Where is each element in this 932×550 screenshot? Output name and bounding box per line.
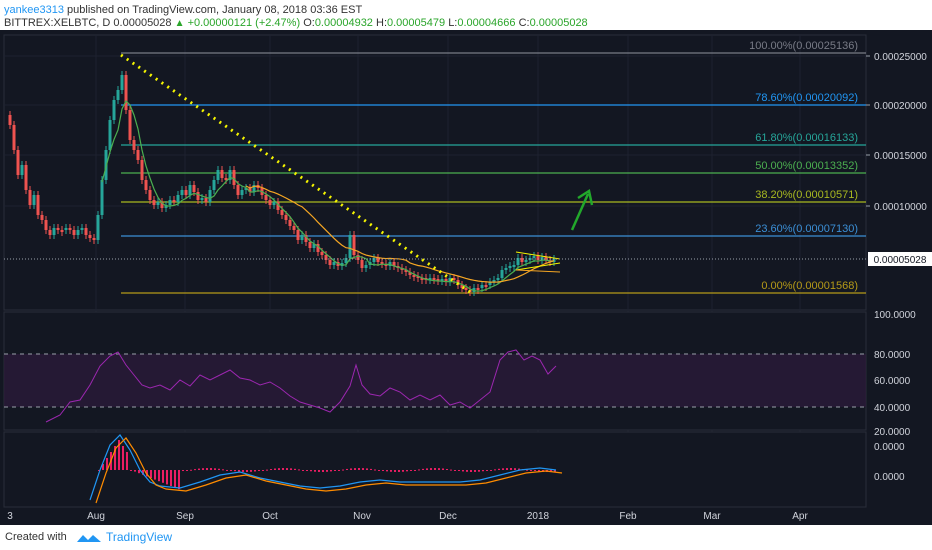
rsi-axis[interactable]: 100.0000 80.0000 60.0000 40.0000 20.0000 [874, 310, 916, 438]
macd-line [89, 434, 557, 501]
time-tick-label: Mar [703, 511, 721, 522]
publish-line: yankee3313 published on TradingView.com,… [4, 3, 362, 17]
close-label: C: [518, 17, 530, 29]
footer: Created with TradingView [0, 525, 932, 550]
symbol-line: BITTREX:XELBTC, D 0.00005028 ▲ +0.000001… [4, 16, 588, 31]
open-value: 0.00004932 [314, 17, 373, 29]
author-name[interactable]: yankee3313 [4, 4, 64, 16]
chart-canvas[interactable]: 100.00%(0.00025136) 78.60%(0.00020092) 61.… [0, 30, 932, 525]
up-arrow-icon[interactable] [570, 188, 594, 231]
price-tick-label: 0.00010000 [874, 202, 927, 213]
open-label: O: [303, 17, 315, 29]
ma-fast-line [101, 99, 555, 292]
created-with-text: Created with [5, 531, 67, 543]
chart-area[interactable]: 100.00%(0.00025136) 78.60%(0.00020092) 61.… [0, 30, 932, 525]
time-tick-label: 3 [7, 511, 13, 522]
symbol-label: BITTREX:XELBTC, D [4, 17, 111, 29]
time-axis[interactable]: 3 Aug Sep Oct Nov Dec 2018 Feb Mar Apr [7, 511, 808, 522]
time-tick-label: Apr [792, 511, 808, 522]
signal-line [95, 437, 563, 504]
macd-tick-label: 0.0000 [874, 472, 905, 483]
time-tick-label: Sep [176, 511, 194, 522]
time-tick-label: Nov [353, 511, 371, 522]
price-tick-label: 0.00015000 [874, 151, 927, 162]
last-price: 0.00005028 [113, 17, 172, 29]
rsi-tick-label: 40.0000 [874, 403, 911, 414]
rsi-tick-label: 20.0000 [874, 427, 911, 438]
current-price-badge: 0.00005028 [868, 252, 932, 266]
time-tick-label: 2018 [527, 511, 550, 522]
fib-level-label: 50.00%(0.00013352) [755, 160, 858, 172]
triangle-pattern[interactable] [515, 251, 561, 273]
rsi-tick-label: 100.0000 [874, 310, 916, 321]
dotted-trendline[interactable] [120, 53, 471, 294]
rsi-band [4, 354, 866, 407]
published-text: published on TradingView.com, January 08… [67, 4, 363, 16]
low-value: 0.00004666 [457, 17, 516, 29]
fib-level-label: 61.80%(0.00016133) [755, 132, 858, 144]
price-tick-label: 0.00020000 [874, 101, 927, 112]
time-tick-label: Feb [619, 511, 637, 522]
macd-tick-label: 0.0000 [874, 442, 905, 453]
price-change: +0.00000121 (+2.47%) [187, 17, 301, 29]
time-tick-label: Aug [87, 511, 105, 522]
close-value: 0.00005028 [529, 17, 588, 29]
time-tick-label: Dec [439, 511, 457, 522]
rsi-tick-label: 60.0000 [874, 376, 911, 387]
macd-axis[interactable]: 0.0000 0.0000 [874, 442, 905, 483]
rsi-tick-label: 80.0000 [874, 350, 911, 361]
fib-retracement[interactable]: 100.00%(0.00025136) 78.60%(0.00020092) 61.… [121, 40, 866, 294]
fib-level-label: 0.00%(0.00001568) [761, 280, 858, 292]
tradingview-logo-icon [77, 535, 101, 542]
fib-level-label: 100.00%(0.00025136) [749, 40, 858, 52]
time-tick-label: Oct [262, 511, 278, 522]
fib-level-label: 23.60%(0.00007130) [755, 223, 858, 235]
fib-level-label: 38.20%(0.00010571) [755, 189, 858, 201]
rsi-line [45, 349, 557, 423]
fib-level-label: 78.60%(0.00020092) [755, 92, 858, 104]
up-triangle-icon: ▲ [174, 18, 185, 29]
high-label: H: [376, 17, 387, 29]
price-axis[interactable]: 0.00025000 0.00020000 0.00015000 0.00010000 [866, 52, 927, 213]
price-tick-label: 0.00025000 [874, 52, 927, 63]
current-price-label: 0.00005028 [874, 255, 927, 266]
tradingview-brand[interactable]: TradingView [106, 530, 173, 544]
low-label: L: [448, 17, 458, 29]
high-value: 0.00005479 [387, 17, 446, 29]
